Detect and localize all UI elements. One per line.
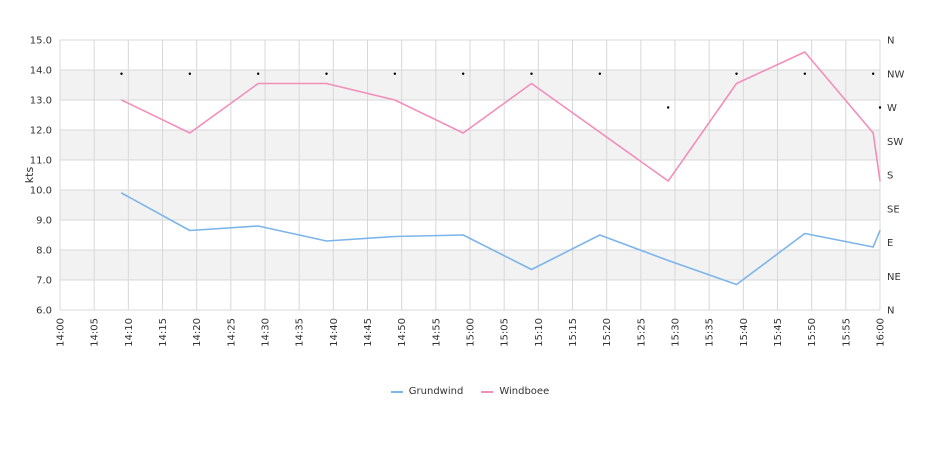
data-point-windboee bbox=[804, 51, 806, 53]
data-point-windboee bbox=[879, 180, 881, 182]
direction-marker bbox=[878, 106, 882, 109]
legend-label-grundwind: Grundwind bbox=[408, 386, 464, 397]
direction-tick-label: SW bbox=[887, 137, 903, 148]
y-tick-label: 9.0 bbox=[36, 216, 52, 227]
direction-marker bbox=[120, 72, 123, 75]
data-point-windboee bbox=[462, 132, 464, 134]
y-tick-label: 13.0 bbox=[30, 96, 52, 107]
x-tick-label: 14:55 bbox=[431, 318, 442, 347]
x-tick-label: 14:50 bbox=[397, 318, 408, 347]
x-tick-label: 14:20 bbox=[192, 318, 203, 347]
direction-tick-label: N bbox=[887, 306, 894, 317]
x-tick-label: 14:25 bbox=[226, 318, 237, 347]
x-tick-label: 14:30 bbox=[261, 318, 272, 347]
data-point-grundwind bbox=[394, 235, 396, 238]
legend-item-windboee[interactable]: Windboee bbox=[481, 386, 549, 397]
x-tick-label: 15:05 bbox=[500, 318, 511, 347]
x-tick-label: 15:40 bbox=[739, 318, 750, 347]
direction-marker bbox=[530, 72, 533, 75]
data-point-grundwind bbox=[872, 246, 874, 248]
data-point-grundwind bbox=[120, 192, 123, 194]
direction-marker bbox=[325, 72, 328, 75]
data-point-grundwind bbox=[257, 225, 259, 227]
direction-marker bbox=[871, 72, 875, 75]
series-line-windboee bbox=[121, 51, 881, 182]
data-point-grundwind bbox=[599, 234, 601, 236]
data-point-grundwind bbox=[189, 229, 191, 232]
y-tick-label: 7.0 bbox=[36, 276, 52, 287]
x-tick-label: 14:10 bbox=[124, 318, 135, 347]
direction-marker bbox=[461, 72, 465, 75]
direction-marker bbox=[598, 72, 602, 75]
data-point-grundwind bbox=[804, 232, 806, 235]
x-tick-label: 14:45 bbox=[363, 318, 374, 347]
x-tick-label: 15:10 bbox=[534, 318, 545, 347]
direction-tick-label: E bbox=[887, 238, 893, 249]
x-tick-label: 14:05 bbox=[90, 318, 101, 347]
direction-tick-label: SE bbox=[887, 204, 900, 215]
data-point-windboee bbox=[189, 132, 191, 134]
direction-tick-label: W bbox=[887, 103, 897, 114]
direction-marker bbox=[666, 106, 670, 109]
data-point-grundwind bbox=[735, 283, 738, 286]
y-tick-label: 8.0 bbox=[36, 246, 52, 257]
data-point-windboee bbox=[120, 99, 123, 101]
direction-marker bbox=[188, 72, 192, 75]
x-tick-label: 15:20 bbox=[602, 318, 613, 347]
x-tick-label: 15:15 bbox=[568, 318, 579, 347]
x-tick-label: 14:15 bbox=[158, 318, 169, 347]
y-tick-label: 10.0 bbox=[30, 186, 52, 197]
data-point-windboee bbox=[325, 82, 328, 85]
y-tick-label: 6.0 bbox=[36, 306, 52, 317]
data-point-windboee bbox=[530, 82, 533, 85]
x-tick-label: 15:45 bbox=[773, 318, 784, 347]
x-tick-label: 14:00 bbox=[56, 318, 67, 347]
x-tick-label: 15:35 bbox=[705, 318, 716, 347]
data-point-windboee bbox=[872, 132, 874, 134]
y-tick-label: 12.0 bbox=[30, 126, 52, 137]
direction-tick-label: N bbox=[887, 36, 894, 47]
direction-tick-label: S bbox=[887, 171, 893, 182]
x-tick-label: 15:50 bbox=[807, 318, 818, 347]
direction-marker bbox=[256, 72, 260, 75]
data-point-grundwind bbox=[530, 268, 533, 271]
data-point-grundwind bbox=[462, 234, 464, 236]
legend-label-windboee: Windboee bbox=[499, 386, 550, 397]
data-point-grundwind bbox=[879, 229, 881, 232]
x-tick-label: 15:55 bbox=[841, 318, 852, 347]
x-tick-label: 16:00 bbox=[876, 318, 887, 347]
y-tick-label: 14.0 bbox=[30, 66, 52, 77]
data-point-windboee bbox=[394, 99, 396, 101]
data-point-windboee bbox=[667, 180, 669, 182]
x-tick-label: 14:40 bbox=[329, 318, 340, 347]
legend-swatch-grundwind bbox=[390, 390, 403, 393]
data-point-grundwind bbox=[667, 259, 669, 262]
legend: Grundwind Windboee bbox=[0, 386, 940, 397]
x-tick-label: 15:30 bbox=[671, 318, 682, 347]
y-tick-label: 11.0 bbox=[30, 156, 52, 167]
data-point-grundwind bbox=[325, 240, 328, 242]
data-point-windboee bbox=[257, 82, 259, 85]
y-axis-label: kts bbox=[23, 167, 36, 184]
direction-marker bbox=[735, 72, 738, 75]
direction-marker bbox=[393, 72, 397, 75]
y-tick-label: 15.0 bbox=[30, 36, 52, 47]
direction-marker bbox=[803, 72, 807, 75]
legend-item-grundwind[interactable]: Grundwind bbox=[390, 386, 464, 397]
direction-tick-label: NW bbox=[887, 69, 904, 80]
x-tick-label: 15:25 bbox=[636, 318, 647, 347]
direction-tick-label: NE bbox=[887, 272, 901, 283]
x-tick-label: 14:35 bbox=[295, 318, 306, 347]
x-tick-label: 15:00 bbox=[466, 318, 477, 347]
data-point-windboee bbox=[735, 82, 738, 85]
legend-swatch-windboee bbox=[481, 390, 494, 393]
